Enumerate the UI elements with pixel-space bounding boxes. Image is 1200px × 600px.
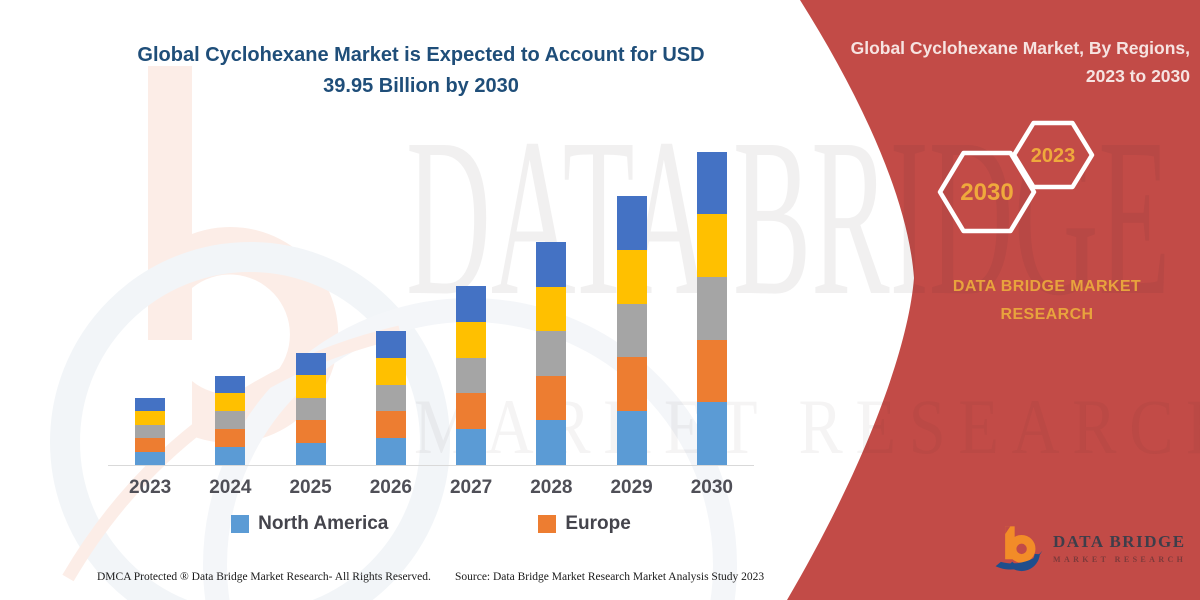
- segment-2028-unlabeled-yellow: [536, 286, 567, 332]
- segment-2030-europe: [696, 339, 727, 403]
- side-panel-title-line2: 2023 to 2030: [1085, 66, 1190, 86]
- x-label-2029: 2029: [610, 477, 653, 498]
- bar-2029: [616, 196, 647, 465]
- segment-2024-north-america: [215, 447, 246, 465]
- x-label-2024: 2024: [209, 477, 252, 498]
- segment-2023-unlabeled-dark-blue: [135, 397, 166, 411]
- segment-2030-unlabeled-yellow: [696, 214, 727, 277]
- side-panel-title-line1: Global Cyclohexane Market, By Regions,: [850, 38, 1190, 58]
- hexagon-2023-label: 2023: [1031, 145, 1076, 167]
- segment-2025-unlabeled-dark-blue: [295, 352, 326, 375]
- legend-swatch: [538, 515, 557, 533]
- segment-2028-unlabeled-gray: [536, 331, 567, 376]
- segment-2027-europe: [456, 393, 487, 430]
- legend-label: North America: [258, 513, 389, 534]
- bar-2026: [375, 331, 406, 465]
- segment-2026-unlabeled-dark-blue: [375, 331, 406, 358]
- legend-item-europe: Europe: [538, 513, 631, 535]
- logo-wordmark: DATA BRIDGE: [1053, 532, 1186, 551]
- segment-2027-unlabeled-gray: [456, 357, 487, 394]
- hexagon-2030: [937, 150, 1037, 234]
- segment-2028-unlabeled-dark-blue: [536, 242, 567, 287]
- segment-2029-unlabeled-gray: [616, 303, 647, 358]
- legend-label: Europe: [565, 513, 631, 534]
- segment-2026-unlabeled-gray: [375, 384, 406, 412]
- legend-item-north-america: North America: [231, 513, 388, 535]
- bar-2027: [456, 286, 487, 465]
- segment-2024-unlabeled-yellow: [215, 393, 246, 412]
- segment-2029-unlabeled-yellow: [616, 249, 647, 304]
- bar-2025: [295, 352, 326, 465]
- segment-2025-unlabeled-gray: [295, 397, 326, 420]
- segment-2027-north-america: [456, 429, 487, 465]
- x-label-2026: 2026: [369, 477, 413, 498]
- segment-2027-unlabeled-dark-blue: [456, 286, 487, 322]
- brand-name-text: DATA BRIDGE MARKET RESEARCH: [918, 273, 1176, 329]
- chart-title: Global Cyclohexane Market is Expected to…: [115, 40, 727, 102]
- segment-2028-europe: [536, 375, 567, 421]
- hexagon-2023: [1011, 120, 1095, 190]
- legend-swatch: [231, 515, 250, 533]
- chart-legend: North America Europe: [110, 513, 752, 535]
- segment-2029-unlabeled-dark-blue: [616, 196, 647, 250]
- bar-2023: [135, 397, 166, 465]
- x-label-2030: 2030: [690, 477, 734, 498]
- segment-2029-north-america: [616, 411, 647, 465]
- segment-2030-north-america: [696, 402, 727, 465]
- x-axis-line: [108, 465, 754, 466]
- source-footer-text: Source: Data Bridge Market Research Mark…: [455, 571, 765, 583]
- segment-2024-unlabeled-gray: [215, 411, 246, 430]
- segment-2027-unlabeled-yellow: [456, 321, 487, 358]
- segment-2030-unlabeled-dark-blue: [696, 151, 727, 215]
- segment-2026-unlabeled-yellow: [375, 357, 406, 385]
- brand-name-line1: DATA BRIDGE MARKET: [952, 278, 1142, 295]
- segment-2025-unlabeled-yellow: [295, 375, 326, 398]
- dmca-footer-text: DMCA Protected ® Data Bridge Market Rese…: [97, 571, 431, 583]
- segment-2023-europe: [135, 438, 166, 452]
- x-label-2025: 2025: [289, 477, 332, 498]
- segment-2024-europe: [215, 429, 246, 448]
- stacked-bar-plot: [110, 149, 752, 465]
- logo-subtext: MARKET RESEARCH: [1053, 555, 1187, 564]
- chart-title-line1: Global Cyclohexane Market is Expected to…: [137, 44, 705, 66]
- segment-2025-europe: [295, 420, 326, 443]
- segment-2026-europe: [375, 411, 406, 439]
- bar-2028: [536, 242, 567, 465]
- segment-2026-north-america: [375, 438, 406, 465]
- x-label-2028: 2028: [530, 477, 573, 498]
- bar-2024: [215, 375, 246, 465]
- dbmr-logo: DATA BRIDGE MARKET RESEARCH: [993, 522, 1186, 574]
- segment-2029-europe: [616, 357, 647, 412]
- segment-2030-unlabeled-gray: [696, 276, 727, 340]
- dbmr-logo-mark: [995, 526, 1043, 572]
- segment-2025-north-america: [295, 442, 326, 465]
- side-panel-title: Global Cyclohexane Market, By Regions, 2…: [790, 34, 1190, 90]
- segment-2023-unlabeled-gray: [135, 424, 166, 438]
- brand-name-line2: RESEARCH: [1000, 306, 1094, 323]
- segment-2028-north-america: [536, 420, 567, 465]
- bar-2030: [696, 151, 727, 465]
- x-label-2027: 2027: [449, 477, 493, 498]
- segment-2024-unlabeled-dark-blue: [215, 375, 246, 394]
- x-axis-labels: 2023 2024 2025 2026 2027 2028 2029 2030: [110, 477, 752, 499]
- segment-2023-unlabeled-yellow: [135, 411, 166, 425]
- chart-title-line2: 39.95 Billion by 2030: [323, 75, 519, 97]
- segment-2023-north-america: [135, 451, 166, 465]
- x-label-2023: 2023: [128, 477, 172, 498]
- dbmr-logo-text: DATA BRIDGE MARKET RESEARCH: [1053, 532, 1186, 564]
- hexagon-2030-label: 2030: [960, 179, 1013, 206]
